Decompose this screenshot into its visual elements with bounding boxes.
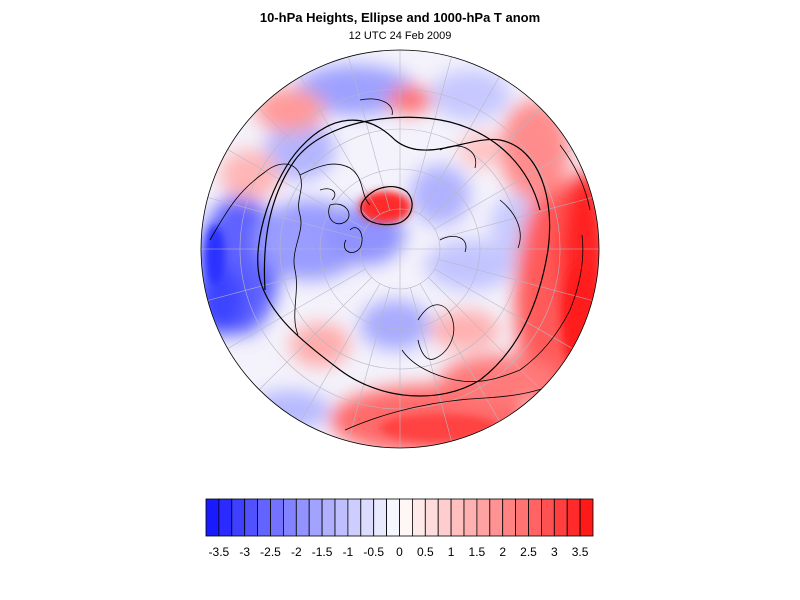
- colorbar-tick-label: 1.5: [469, 545, 486, 559]
- colorbar-box: [399, 498, 413, 537]
- colorbar-tick-label: 1: [448, 545, 455, 559]
- colorbar-box: [334, 498, 349, 537]
- colorbar-box: [321, 498, 336, 537]
- colorbar-tick-label: -1: [343, 545, 354, 559]
- colorbar-box: [553, 498, 568, 537]
- colorbar-tick-label: -3: [239, 545, 250, 559]
- graticule: [201, 50, 599, 448]
- meridian-line: [434, 268, 573, 349]
- polar-map: [200, 49, 600, 449]
- colorbar-tick-label: 2: [499, 545, 506, 559]
- coastlines: [209, 98, 591, 431]
- colorbar-box: [502, 498, 517, 537]
- colorbar-box: [373, 498, 388, 537]
- figure-subtitle: 12 UTC 24 Feb 2009: [348, 30, 452, 42]
- colorbar-box: [489, 498, 504, 537]
- colorbar-box: [218, 498, 233, 537]
- colorbar-tick-label: 2.5: [520, 545, 537, 559]
- globe-outline: [200, 49, 600, 449]
- meridian-line: [348, 56, 390, 211]
- meridian-line: [227, 149, 366, 230]
- meridian-line: [434, 149, 573, 230]
- colorbar-box: [424, 498, 439, 537]
- colorbar-tick-label: 3.5: [572, 545, 589, 559]
- meridian-line: [207, 259, 362, 301]
- colorbar-box: [244, 498, 258, 537]
- colorbar-tick-label: -0.5: [363, 545, 384, 559]
- colorbar-tick-label: -2: [291, 545, 302, 559]
- colorbar-box: [437, 498, 452, 537]
- colorbar-tick-label: -2.5: [260, 545, 281, 559]
- colorbar-box: [257, 498, 271, 537]
- height-contours: [257, 116, 551, 397]
- colorbar-box: [528, 498, 542, 537]
- colorbar-box: [463, 498, 478, 537]
- meridian-line: [428, 277, 541, 390]
- colorbar-box: [579, 498, 594, 537]
- colorbar-tick-label: 0.5: [417, 545, 434, 559]
- meridian-line: [207, 197, 362, 239]
- colorbar-box: [282, 498, 297, 537]
- anomaly-field: [201, 50, 599, 448]
- figure-title: 10-hPa Heights, Ellipse and 1000-hPa T a…: [259, 10, 541, 25]
- colorbar-box: [411, 498, 426, 537]
- colorbar-tick-label: 3: [551, 545, 558, 559]
- colorbar-box: [476, 498, 491, 537]
- meridian-line: [410, 56, 452, 211]
- colorbar-box: [205, 498, 220, 537]
- colorbar-box: [386, 498, 400, 537]
- meridian-line: [438, 259, 593, 301]
- meridian-line: [410, 287, 452, 442]
- colorbar-box: [347, 498, 362, 537]
- colorbar-box: [295, 498, 310, 537]
- meridian-line: [419, 283, 500, 422]
- colorbar-box: [566, 498, 581, 537]
- colorbar-box: [450, 498, 465, 537]
- colorbar-tick-label: -1.5: [312, 545, 333, 559]
- colorbar-box: [308, 498, 323, 537]
- meridian-line: [227, 268, 366, 349]
- colorbar-box: [541, 498, 555, 537]
- colorbar-box: [360, 498, 375, 537]
- meridian-line: [259, 277, 372, 390]
- colorbar-tick-label: -3.5: [209, 545, 230, 559]
- meridian-line: [348, 287, 390, 442]
- colorbar-box: [270, 498, 284, 537]
- colorbar-tick-label: 0: [396, 545, 403, 559]
- colorbar-box: [231, 498, 246, 537]
- meridian-line: [419, 76, 500, 215]
- meridian-line: [300, 76, 381, 215]
- meridian-line: [428, 108, 541, 221]
- meridian-line: [300, 283, 381, 422]
- meridian-line: [259, 108, 372, 221]
- colorbar-box: [515, 498, 529, 537]
